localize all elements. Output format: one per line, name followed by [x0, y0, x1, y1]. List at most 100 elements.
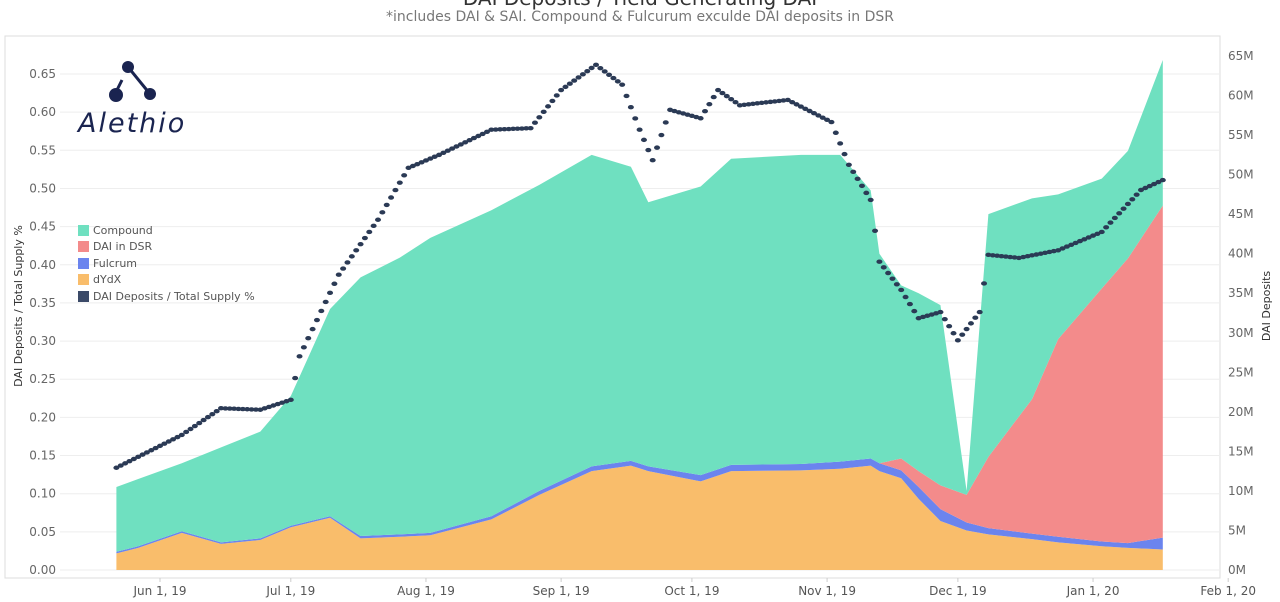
ratio-point	[222, 406, 229, 411]
ratio-point	[588, 65, 595, 71]
y-tick-label: 0.15	[29, 449, 56, 463]
ratio-point	[366, 229, 373, 235]
ratio-point	[1076, 238, 1083, 244]
ratio-point	[1063, 244, 1070, 249]
ratio-point	[309, 326, 316, 332]
legend-label: Fulcrum	[93, 256, 138, 270]
y2-axis-label: DAI Deposits	[1260, 271, 1273, 342]
ratio-point	[318, 308, 325, 314]
ratio-point	[654, 145, 661, 150]
ratio-point	[357, 241, 364, 247]
ratio-point	[327, 290, 334, 296]
y2-tick-label: 25M	[1228, 365, 1254, 379]
plot-border	[4, 35, 1221, 579]
ratio-point	[536, 115, 543, 120]
ratio-point	[1059, 246, 1066, 251]
legend-item-compound[interactable]: Compound	[78, 222, 255, 239]
ratio-point	[231, 406, 238, 411]
ratio-point	[510, 126, 517, 132]
ratio-point	[706, 101, 713, 107]
x-tick-label: Sep 1, 19	[533, 584, 590, 598]
y2-tick-label: 45M	[1228, 207, 1254, 221]
ratio-point	[514, 126, 521, 131]
legend-label: DAI Deposits / Total Supply %	[93, 289, 255, 303]
ratio-point	[824, 117, 831, 123]
ratio-point	[1090, 233, 1097, 238]
ratio-point	[126, 458, 133, 464]
ratio-point	[802, 106, 809, 111]
ratio-point	[902, 294, 909, 300]
ratio-point	[196, 420, 203, 426]
ratio-point	[213, 408, 220, 414]
legend-item-dsr[interactable]: DAI in DSR	[78, 239, 255, 256]
ratio-point	[584, 68, 591, 74]
ratio-point	[545, 104, 552, 109]
y2-tick-label: 10M	[1228, 484, 1254, 498]
ratio-point	[954, 338, 961, 343]
ratio-point	[244, 407, 251, 412]
ratio-point	[466, 137, 473, 143]
ratio-point	[863, 190, 870, 196]
ratio-point	[462, 140, 469, 145]
ratio-point	[497, 127, 504, 132]
ratio-point	[837, 141, 844, 146]
ratio-point	[597, 65, 604, 71]
ratio-point	[392, 187, 399, 193]
ratio-point	[235, 406, 242, 412]
y-axis-label: DAI Deposits / Total Supply %	[12, 225, 25, 387]
ratio-point	[313, 317, 320, 323]
ratio-point	[130, 456, 137, 462]
ratio-point	[710, 94, 717, 100]
ratio-point	[606, 72, 613, 77]
ratio-point	[296, 354, 303, 359]
ratio-point	[353, 248, 360, 253]
legend-item-fulcrum[interactable]: Fulcrum	[78, 255, 255, 272]
x-tick-label: Jun 1, 19	[132, 584, 186, 598]
ratio-point	[1072, 240, 1079, 246]
legend-item-ratio[interactable]: DAI Deposits / Total Supply %	[78, 288, 255, 305]
ratio-point	[793, 102, 800, 107]
ratio-point	[732, 100, 739, 105]
ratio-point	[396, 180, 403, 185]
ratio-point	[632, 116, 639, 121]
ratio-point	[1133, 192, 1140, 197]
y-tick-label: 0.30	[29, 334, 56, 348]
ratio-point	[1129, 197, 1136, 202]
ratio-point	[981, 281, 988, 286]
ratio-point	[645, 147, 652, 153]
x-tick-label: Oct 1, 19	[664, 584, 719, 598]
ratio-point	[850, 169, 857, 175]
ratio-point	[157, 443, 163, 449]
y-tick-label: 0.60	[29, 105, 56, 119]
y2-tick-label: 40M	[1228, 247, 1254, 261]
ratio-point	[715, 87, 722, 93]
ratio-point	[854, 176, 861, 182]
ratio-point	[1124, 201, 1131, 207]
ratio-point	[1146, 183, 1153, 189]
ratio-point	[1120, 206, 1127, 211]
ratio-point	[832, 130, 839, 135]
ratio-point	[383, 202, 390, 208]
ratio-point	[562, 84, 569, 90]
ratio-point	[1138, 187, 1144, 193]
ratio-point	[518, 126, 525, 131]
ratio-point	[636, 127, 643, 132]
ratio-point	[401, 173, 408, 178]
ratio-point	[361, 235, 368, 241]
ratio-point	[422, 158, 429, 163]
ratio-point	[885, 270, 892, 276]
ratio-point	[523, 126, 530, 131]
ratio-point	[963, 326, 970, 332]
ratio-point	[728, 96, 735, 102]
ratio-point	[427, 156, 434, 161]
ratio-point	[640, 137, 647, 143]
legend-label: dYdX	[93, 273, 122, 287]
y2-tick-label: 60M	[1228, 89, 1254, 103]
ratio-point	[375, 217, 381, 222]
ratio-point	[305, 335, 312, 341]
legend-item-dydx[interactable]: dYdX	[78, 272, 255, 289]
ratio-point	[444, 148, 451, 153]
ratio-point	[549, 98, 556, 104]
ratio-point	[340, 266, 347, 271]
x-tick-label: Dec 1, 19	[929, 584, 987, 598]
